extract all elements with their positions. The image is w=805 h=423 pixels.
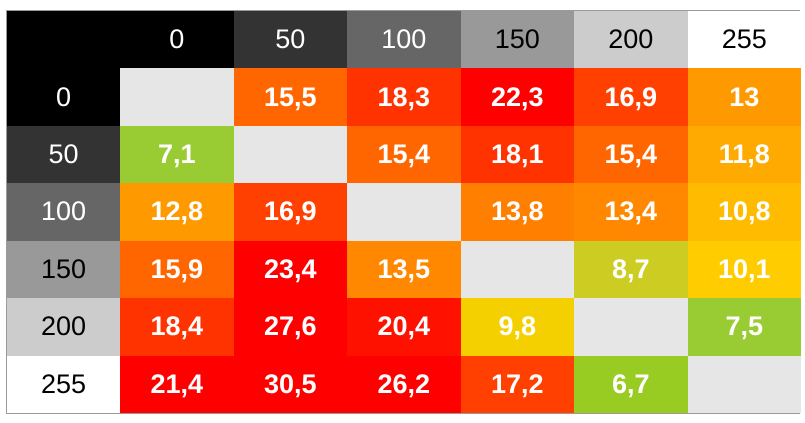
heatmap-cell-empty <box>460 240 574 299</box>
heatmap-cell: 27,6 <box>233 298 347 356</box>
heatmap-cell: 15,4 <box>574 125 688 184</box>
heatmap-cell: 18,4 <box>120 298 234 356</box>
heatmap-cell: 15,5 <box>233 68 347 126</box>
column-header: 50 <box>233 11 347 69</box>
corner-cell <box>7 11 120 69</box>
row-header: 100 <box>7 183 120 241</box>
row-header: 50 <box>7 125 120 184</box>
heatmap-cell: 12,8 <box>120 183 234 241</box>
heatmap-cell-empty <box>687 355 801 413</box>
heatmap-cell: 23,4 <box>233 240 347 299</box>
row-header: 0 <box>7 68 120 126</box>
column-header: 0 <box>120 11 234 69</box>
heatmap-cell: 10,8 <box>687 183 801 241</box>
heatmap-cell-empty <box>347 183 461 241</box>
heatmap-cell: 8,7 <box>574 240 688 299</box>
heatmap-cell: 11,8 <box>687 125 801 184</box>
column-header: 100 <box>347 11 461 69</box>
heatmap-cell: 16,9 <box>574 68 688 126</box>
heatmap-cell-empty <box>233 125 347 184</box>
heatmap-cell-empty <box>120 68 234 126</box>
row-header: 150 <box>7 240 120 299</box>
column-header: 255 <box>687 11 801 69</box>
column-header: 150 <box>460 11 574 69</box>
heatmap-cell: 10,1 <box>687 240 801 299</box>
heatmap-cell: 26,2 <box>347 355 461 413</box>
heatmap-cell: 15,4 <box>347 125 461 184</box>
heatmap-cell: 16,9 <box>233 183 347 241</box>
heatmap-cell-empty <box>574 298 688 356</box>
heatmap-cell: 7,5 <box>687 298 801 356</box>
column-header: 200 <box>574 11 688 69</box>
heatmap-cell: 17,2 <box>460 355 574 413</box>
heatmap-cell: 18,3 <box>347 68 461 126</box>
heatmap-cell: 6,7 <box>574 355 688 413</box>
heatmap-table: 0 50 100 150 200 255 0 15,5 18,3 22,3 16,9 13 50 7,1 1… <box>6 10 801 414</box>
heatmap-cell: 13,4 <box>574 183 688 241</box>
row-header: 255 <box>7 355 120 413</box>
heatmap-cell: 7,1 <box>120 125 234 184</box>
heatmap-cell: 9,8 <box>460 298 574 356</box>
heatmap-cell: 15,9 <box>120 240 234 299</box>
heatmap-cell: 22,3 <box>460 68 574 126</box>
heatmap-cell: 18,1 <box>460 125 574 184</box>
heatmap-cell: 13,5 <box>347 240 461 299</box>
row-header: 200 <box>7 298 120 356</box>
heatmap-cell: 13 <box>687 68 801 126</box>
heatmap-cell: 30,5 <box>233 355 347 413</box>
heatmap-cell: 21,4 <box>120 355 234 413</box>
heatmap-cell: 20,4 <box>347 298 461 356</box>
heatmap-cell: 13,8 <box>460 183 574 241</box>
